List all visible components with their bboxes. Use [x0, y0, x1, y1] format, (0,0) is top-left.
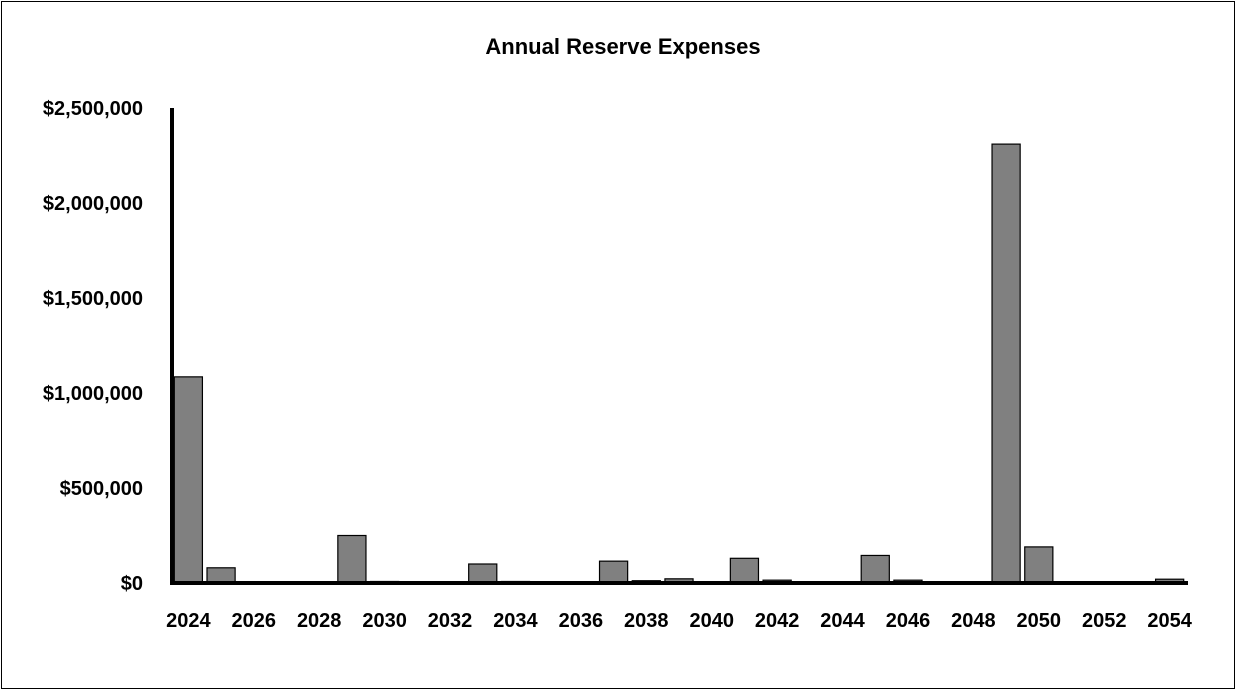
y-tick-label: $1,000,000 — [43, 383, 143, 405]
y-tick-label: $0 — [121, 573, 143, 595]
x-axis-ticks: 2024 2026 2028 2030 2032 2034 2036 2038 2040 2042… — [166, 610, 1193, 632]
x-tick-label: 2054 — [1147, 610, 1192, 632]
x-tick-label: 2026 — [232, 610, 277, 632]
y-tick-label: $1,500,000 — [43, 288, 143, 310]
chart-title: Annual Reserve Expenses — [485, 34, 760, 59]
x-tick-label: 2036 — [559, 610, 604, 632]
bar-2045 — [860, 554, 890, 584]
x-tick-label: 2048 — [951, 610, 996, 632]
x-tick-label: 2034 — [493, 610, 538, 632]
y-axis-ticks: $0 $500,000 $1,000,000 $1,500,000 $2,000,000… — [43, 98, 143, 595]
x-tick-label: 2040 — [689, 610, 734, 632]
x-tick-label: 2052 — [1082, 610, 1127, 632]
bar-2050 — [1024, 546, 1054, 584]
bars-group — [173, 143, 1185, 584]
bar-2029 — [337, 534, 367, 584]
x-tick-label: 2038 — [624, 610, 669, 632]
y-tick-label: $2,000,000 — [43, 193, 143, 215]
x-tick-label: 2046 — [886, 610, 931, 632]
bar-2041 — [729, 557, 760, 584]
x-tick-label: 2044 — [820, 610, 865, 632]
y-tick-label: $2,500,000 — [43, 98, 143, 120]
bar-2033 — [468, 563, 498, 584]
x-tick-label: 2050 — [1017, 610, 1062, 632]
y-tick-label: $500,000 — [60, 478, 143, 500]
bar-2037 — [598, 560, 629, 584]
x-tick-label: 2028 — [297, 610, 342, 632]
x-tick-label: 2032 — [428, 610, 473, 632]
x-tick-label: 2030 — [362, 610, 407, 632]
bar-2025 — [206, 567, 236, 584]
x-tick-label: 2042 — [755, 610, 800, 632]
x-tick-label: 2024 — [166, 610, 211, 632]
bar-2024 — [173, 376, 204, 584]
bar-2049 — [991, 143, 1021, 584]
